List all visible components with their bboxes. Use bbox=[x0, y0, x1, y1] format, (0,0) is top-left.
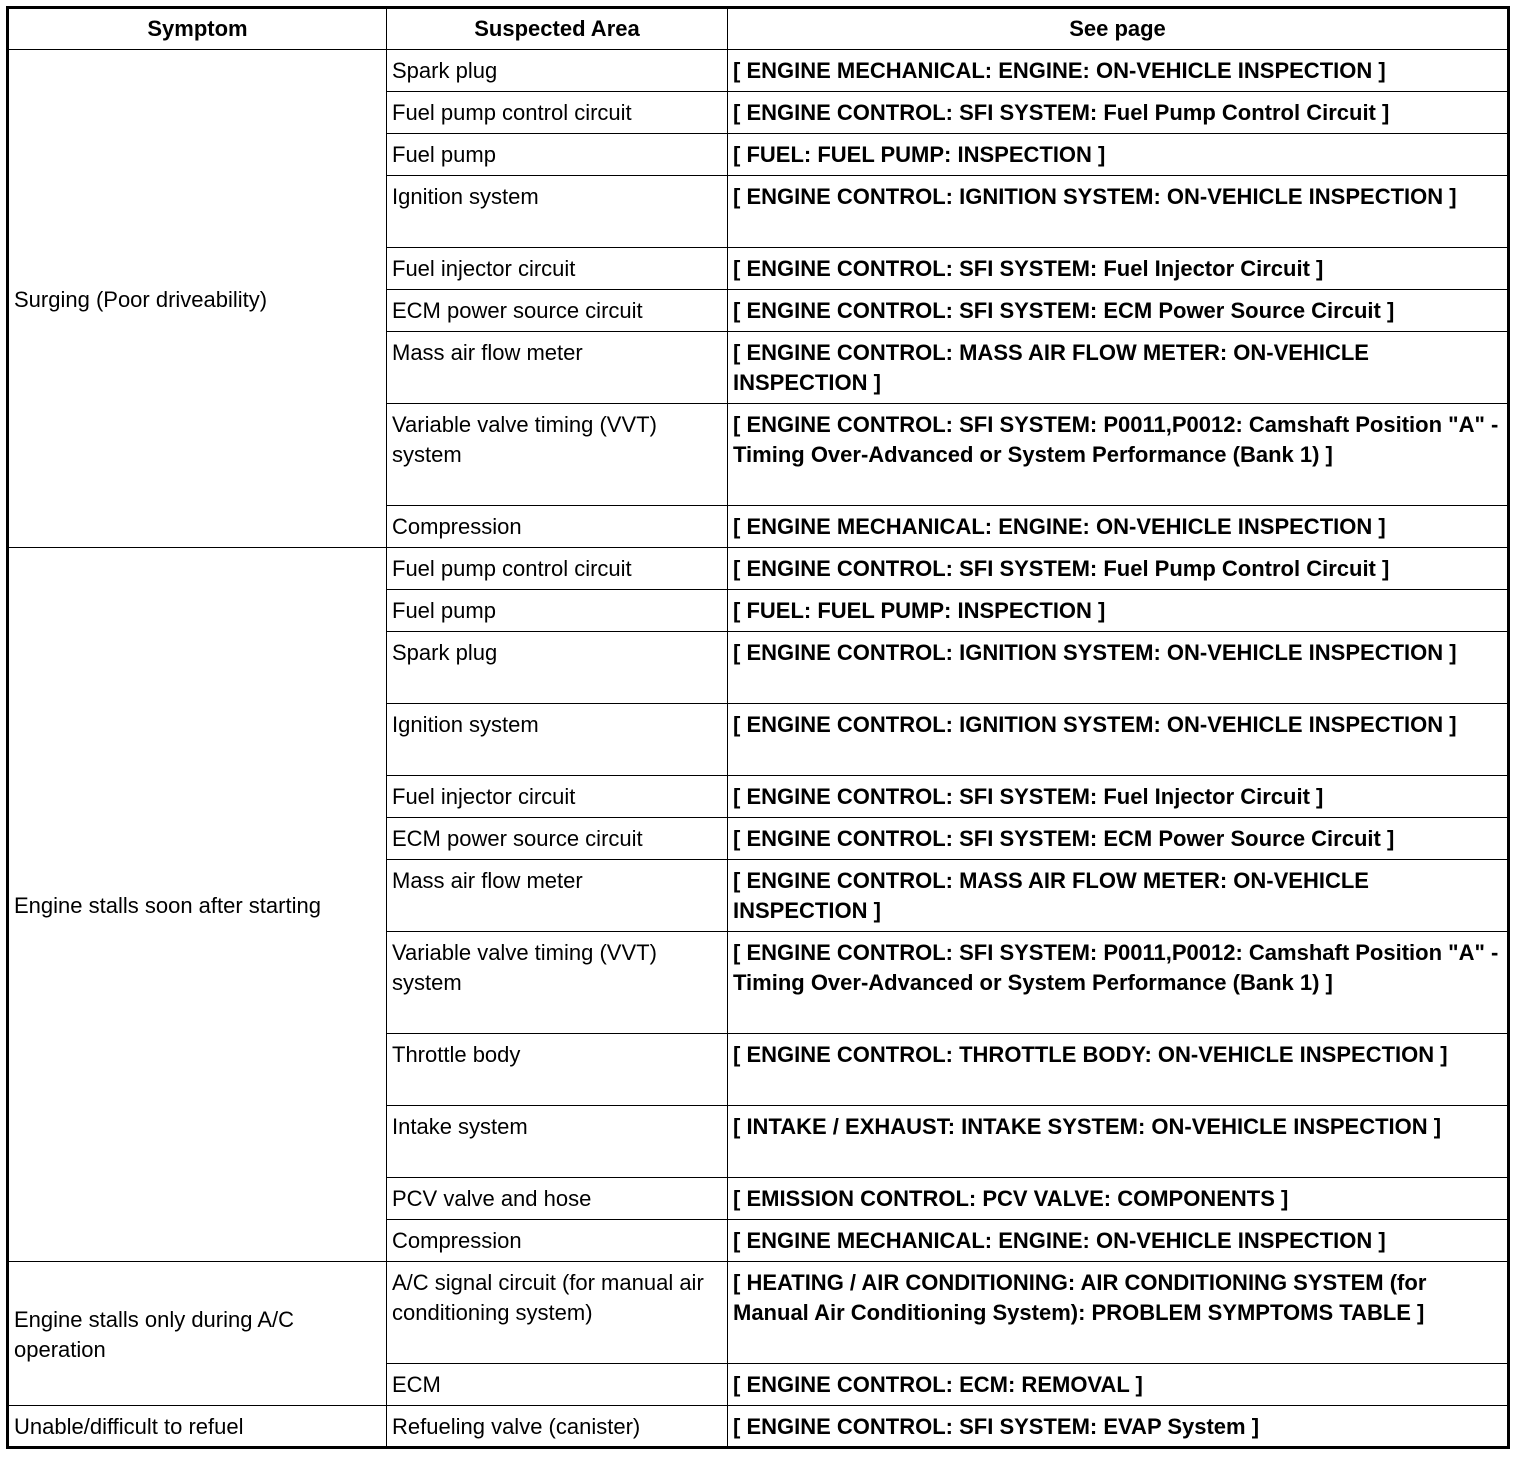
symptom-cell: Engine stalls soon after starting bbox=[7, 547, 387, 1262]
see-page-link[interactable]: [ FUEL: FUEL PUMP: INSPECTION ] bbox=[727, 589, 1509, 632]
suspected-area-cell: Mass air flow meter bbox=[386, 331, 728, 404]
suspected-area-cell: Variable valve timing (VVT) system bbox=[386, 931, 728, 1034]
table-row: Variable valve timing (VVT) system[ ENGI… bbox=[8, 403, 1509, 506]
see-page-link[interactable]: [ ENGINE CONTROL: MASS AIR FLOW METER: O… bbox=[727, 331, 1509, 404]
suspected-area-cell: Variable valve timing (VVT) system bbox=[386, 403, 728, 506]
table-row: Mass air flow meter[ ENGINE CONTROL: MAS… bbox=[8, 331, 1509, 404]
header-symptom: Symptom bbox=[7, 7, 387, 50]
see-page-link[interactable]: [ ENGINE CONTROL: SFI SYSTEM: EVAP Syste… bbox=[727, 1405, 1509, 1448]
suspected-area-cell: Fuel pump bbox=[386, 133, 728, 176]
see-page-link[interactable]: [ ENGINE CONTROL: THROTTLE BODY: ON-VEHI… bbox=[727, 1033, 1509, 1106]
see-page-link[interactable]: [ ENGINE CONTROL: SFI SYSTEM: P0011,P001… bbox=[727, 403, 1509, 506]
see-page-link[interactable]: [ INTAKE / EXHAUST: INTAKE SYSTEM: ON-VE… bbox=[727, 1105, 1509, 1178]
suspected-area-cell: Spark plug bbox=[386, 631, 728, 704]
table-row: Spark plug[ ENGINE CONTROL: IGNITION SYS… bbox=[8, 631, 1509, 704]
see-page-link[interactable]: [ ENGINE CONTROL: SFI SYSTEM: Fuel Injec… bbox=[727, 775, 1509, 818]
table-row: Compression[ ENGINE MECHANICAL: ENGINE: … bbox=[8, 505, 1509, 548]
suspected-area-cell: Ignition system bbox=[386, 175, 728, 248]
suspected-area-cell: ECM power source circuit bbox=[386, 289, 728, 332]
see-page-link[interactable]: [ ENGINE CONTROL: SFI SYSTEM: Fuel Pump … bbox=[727, 547, 1509, 590]
suspected-area-cell: Compression bbox=[386, 505, 728, 548]
see-page-link[interactable]: [ ENGINE MECHANICAL: ENGINE: ON-VEHICLE … bbox=[727, 505, 1509, 548]
table-row: Fuel injector circuit[ ENGINE CONTROL: S… bbox=[8, 775, 1509, 818]
symptom-cell: Surging (Poor driveability) bbox=[7, 49, 387, 548]
see-page-link[interactable]: [ ENGINE CONTROL: IGNITION SYSTEM: ON-VE… bbox=[727, 703, 1509, 776]
table-row: Mass air flow meter[ ENGINE CONTROL: MAS… bbox=[8, 859, 1509, 932]
symptom-cell: Engine stalls only during A/C operation bbox=[7, 1261, 387, 1406]
table-row: Compression[ ENGINE MECHANICAL: ENGINE: … bbox=[8, 1219, 1509, 1262]
suspected-area-cell: Throttle body bbox=[386, 1033, 728, 1106]
suspected-area-cell: PCV valve and hose bbox=[386, 1177, 728, 1220]
suspected-area-cell: ECM power source circuit bbox=[386, 817, 728, 860]
suspected-area-cell: Fuel pump control circuit bbox=[386, 547, 728, 590]
table-row: Unable/difficult to refuel Refueling valv… bbox=[7, 1405, 1509, 1448]
suspected-area-cell: ECM bbox=[386, 1363, 728, 1406]
suspected-area-cell: Spark plug bbox=[386, 49, 728, 92]
suspected-area-cell: Intake system bbox=[386, 1105, 728, 1178]
see-page-link[interactable]: [ HEATING / AIR CONDITIONING: AIR CONDIT… bbox=[727, 1261, 1509, 1364]
see-page-link[interactable]: [ EMISSION CONTROL: PCV VALVE: COMPONENT… bbox=[727, 1177, 1509, 1220]
table-row: Surging (Poor driveability) Spark plug[ E… bbox=[7, 49, 1509, 548]
see-page-link[interactable]: [ ENGINE CONTROL: ECM: REMOVAL ] bbox=[727, 1363, 1509, 1406]
see-page-link[interactable]: [ ENGINE CONTROL: SFI SYSTEM: Fuel Injec… bbox=[727, 247, 1509, 290]
table-row: Fuel pump[ FUEL: FUEL PUMP: INSPECTION ] bbox=[8, 589, 1509, 632]
table-row: Ignition system[ ENGINE CONTROL: IGNITIO… bbox=[8, 703, 1509, 776]
table-row: Throttle body[ ENGINE CONTROL: THROTTLE … bbox=[8, 1033, 1509, 1106]
suspected-area-cell: Compression bbox=[386, 1219, 728, 1262]
table-row: PCV valve and hose[ EMISSION CONTROL: PC… bbox=[8, 1177, 1509, 1220]
suspected-area-cell: Fuel pump bbox=[386, 589, 728, 632]
suspected-area-cell: Fuel injector circuit bbox=[386, 775, 728, 818]
table-row: Ignition system[ ENGINE CONTROL: IGNITIO… bbox=[8, 175, 1509, 248]
table-row: Intake system[ INTAKE / EXHAUST: INTAKE … bbox=[8, 1105, 1509, 1178]
header-row: Symptom Suspected Area See page bbox=[7, 7, 1509, 50]
see-page-link[interactable]: [ ENGINE CONTROL: SFI SYSTEM: ECM Power … bbox=[727, 289, 1509, 332]
see-page-link[interactable]: [ ENGINE MECHANICAL: ENGINE: ON-VEHICLE … bbox=[727, 1219, 1509, 1262]
table-row: Engine stalls soon after starting Fuel pu… bbox=[7, 547, 1509, 1262]
suspected-area-cell: Fuel pump control circuit bbox=[386, 91, 728, 134]
see-page-link[interactable]: [ ENGINE CONTROL: SFI SYSTEM: P0011,P001… bbox=[727, 931, 1509, 1034]
header-see-page: See page bbox=[727, 7, 1509, 50]
see-page-link[interactable]: [ ENGINE MECHANICAL: ENGINE: ON-VEHICLE … bbox=[727, 49, 1509, 92]
suspected-area-cell: Fuel injector circuit bbox=[386, 247, 728, 290]
suspected-area-cell: Refueling valve (canister) bbox=[386, 1405, 728, 1448]
suspected-area-cell: A/C signal circuit (for manual air condi… bbox=[386, 1261, 728, 1364]
header-suspected-area: Suspected Area bbox=[386, 7, 728, 50]
symptom-cell: Unable/difficult to refuel bbox=[7, 1405, 387, 1448]
see-page-link[interactable]: [ ENGINE CONTROL: SFI SYSTEM: ECM Power … bbox=[727, 817, 1509, 860]
table-row: ECM power source circuit[ ENGINE CONTROL… bbox=[8, 289, 1509, 332]
table-row: Fuel pump control circuit[ ENGINE CONTRO… bbox=[8, 91, 1509, 134]
table-row: Variable valve timing (VVT) system[ ENGI… bbox=[8, 931, 1509, 1034]
table-row: Engine stalls only during A/C operation A… bbox=[7, 1261, 1509, 1406]
see-page-link[interactable]: [ ENGINE CONTROL: IGNITION SYSTEM: ON-VE… bbox=[727, 631, 1509, 704]
see-page-link[interactable]: [ ENGINE CONTROL: SFI SYSTEM: Fuel Pump … bbox=[727, 91, 1509, 134]
see-page-link[interactable]: [ ENGINE CONTROL: IGNITION SYSTEM: ON-VE… bbox=[727, 175, 1509, 248]
see-page-link[interactable]: [ ENGINE CONTROL: MASS AIR FLOW METER: O… bbox=[727, 859, 1509, 932]
suspected-area-cell: Mass air flow meter bbox=[386, 859, 728, 932]
suspected-area-cell: Ignition system bbox=[386, 703, 728, 776]
table-row: ECM power source circuit[ ENGINE CONTROL… bbox=[8, 817, 1509, 860]
see-page-link[interactable]: [ FUEL: FUEL PUMP: INSPECTION ] bbox=[727, 133, 1509, 176]
symptoms-table: Symptom Suspected Area See page Surging … bbox=[6, 6, 1510, 1449]
